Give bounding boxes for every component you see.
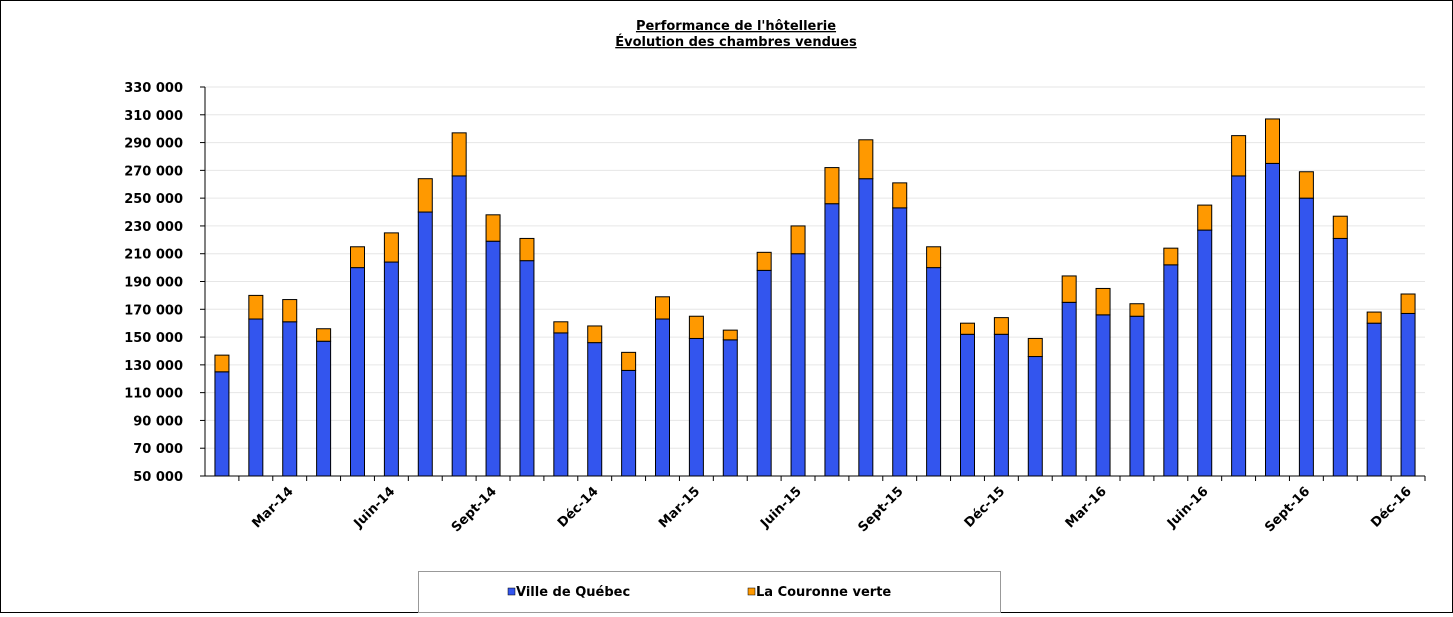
y-tick-label: 170 000 <box>124 303 183 318</box>
bar-segment <box>350 246 365 269</box>
bar-segment <box>1298 197 1314 477</box>
bar-segment <box>1095 314 1111 477</box>
bar-segment <box>1163 247 1179 266</box>
legend-swatch <box>747 587 756 596</box>
bar-segment <box>756 251 772 271</box>
bar-segment <box>383 261 399 477</box>
y-tick-label: 190 000 <box>124 276 183 291</box>
bar-segment <box>1400 293 1416 314</box>
bar-segment <box>1129 315 1145 477</box>
bar-segment <box>1366 322 1382 477</box>
bar-segment <box>248 294 264 320</box>
bar-segment <box>451 132 467 177</box>
bar-segment <box>722 339 738 477</box>
bar-segment <box>1298 171 1314 199</box>
y-tick-label: 210 000 <box>124 248 183 263</box>
bar-segment <box>926 246 942 269</box>
bar-segment <box>417 178 433 213</box>
bar-segment <box>1027 337 1043 358</box>
bar-segment <box>383 232 399 263</box>
legend-swatch <box>507 587 516 596</box>
bar-segment <box>1332 237 1348 477</box>
bar-segment <box>688 315 704 339</box>
bar-segment <box>1095 287 1111 316</box>
bar-segment <box>926 267 942 477</box>
bar-segment <box>248 318 264 477</box>
bar-segment <box>485 240 501 477</box>
y-tick-label: 270 000 <box>124 164 183 179</box>
bar-segment <box>1027 356 1043 477</box>
bar-segment <box>316 328 332 342</box>
bar-segment <box>960 322 975 335</box>
bar-segment <box>621 369 637 477</box>
bar-segment <box>553 321 569 334</box>
bar-segment <box>1265 162 1280 477</box>
bar-segment <box>1197 204 1213 231</box>
bar-segment <box>655 296 670 320</box>
y-tick-label: 130 000 <box>124 359 183 374</box>
bar-segment <box>1197 229 1213 477</box>
y-tick-label: 50 000 <box>133 470 183 485</box>
bar-segment <box>350 267 365 477</box>
bar-segment <box>1231 135 1247 177</box>
y-tick-label: 70 000 <box>133 442 183 457</box>
bar-segment <box>892 182 908 209</box>
chart-title: Performance de l'hôtellerie <box>636 19 836 34</box>
bar-segment <box>655 318 670 477</box>
bar-segment <box>722 329 738 341</box>
bar-segment <box>1265 118 1280 164</box>
y-tick-label: 310 000 <box>124 109 183 124</box>
bar-segment <box>1366 311 1382 324</box>
bar-segment <box>282 321 298 477</box>
bar-segment <box>519 237 535 262</box>
bar-segment <box>451 175 467 477</box>
bar-segment <box>858 139 874 180</box>
bar-segment <box>756 269 772 477</box>
y-tick-label: 330 000 <box>124 81 183 96</box>
bar-segment <box>993 317 1009 335</box>
legend <box>418 571 1001 613</box>
legend-label: La Couronne verte <box>756 585 891 600</box>
bar-segment <box>485 214 501 242</box>
bar-segment <box>1129 303 1145 317</box>
bar-segment <box>417 211 433 477</box>
y-tick-label: 290 000 <box>124 137 183 152</box>
bar-segment <box>1163 264 1179 477</box>
bar-segment <box>316 340 332 477</box>
bar-segment <box>790 225 806 255</box>
bar-segment <box>892 207 908 477</box>
bar-segment <box>587 325 603 344</box>
bar-segment <box>790 253 806 477</box>
bar-segment <box>214 371 230 477</box>
chart-subtitle: Évolution des chambres vendues <box>615 34 857 50</box>
y-tick-label: 90 000 <box>133 414 183 429</box>
bar-segment <box>824 167 840 205</box>
bar-segment <box>1231 175 1247 477</box>
bar-segment <box>1332 215 1348 239</box>
bar-segment <box>282 299 298 323</box>
bar-segment <box>688 337 704 477</box>
legend-label: Ville de Québec <box>516 585 630 600</box>
bar-segment <box>824 203 840 477</box>
y-tick-label: 230 000 <box>124 220 183 235</box>
bar-segment <box>587 342 603 477</box>
bar-segment <box>1061 301 1077 477</box>
bar-segment <box>214 354 230 373</box>
bar-segment <box>519 260 535 477</box>
bar-segment <box>1400 312 1416 477</box>
y-tick-label: 150 000 <box>124 331 183 346</box>
y-tick-label: 110 000 <box>124 387 183 402</box>
bar-segment <box>858 178 874 477</box>
bar-segment <box>993 333 1009 477</box>
bar-segment <box>553 332 569 477</box>
bar-segment <box>1061 275 1077 303</box>
y-tick-label: 250 000 <box>124 192 183 207</box>
bar-segment <box>621 351 637 371</box>
bar-segment <box>960 333 975 477</box>
